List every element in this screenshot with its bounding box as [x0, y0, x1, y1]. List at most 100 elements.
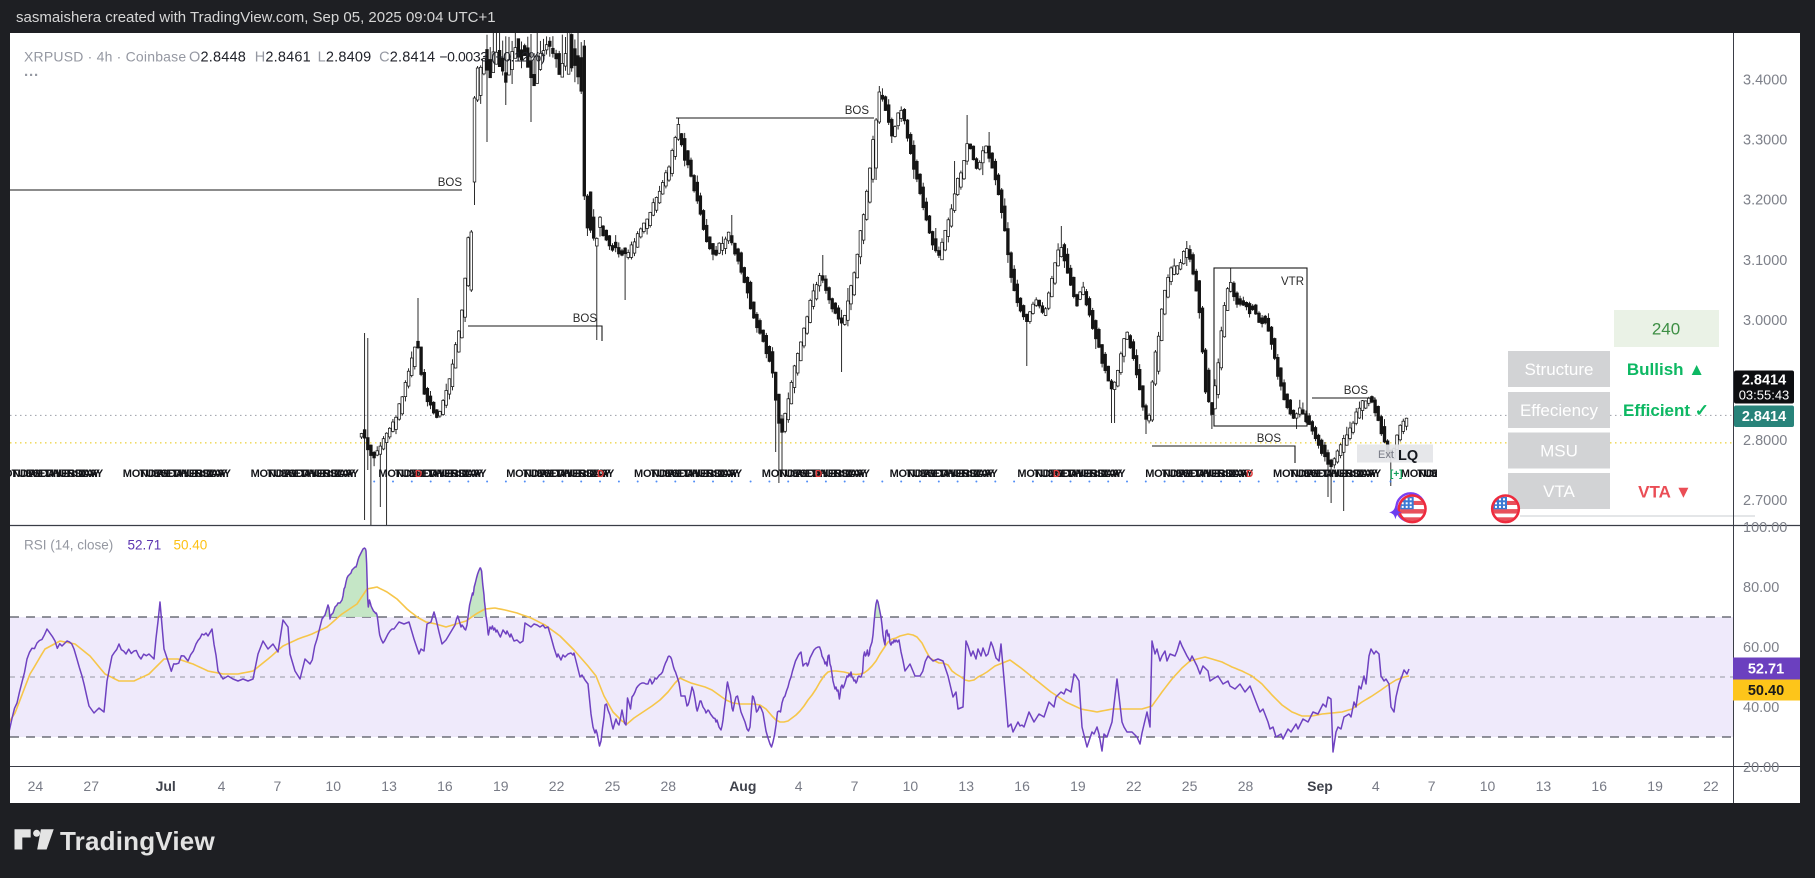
svg-text:FRIDAY: FRIDAY [189, 468, 229, 480]
svg-text:19: 19 [1070, 778, 1086, 794]
svg-text:22: 22 [1126, 778, 1142, 794]
svg-text:7: 7 [851, 778, 859, 794]
svg-text:28: 28 [661, 778, 677, 794]
svg-text:WEDNESDAY: WEDNESDAY [1050, 468, 1120, 480]
svg-text:TUESDAY: TUESDAY [1034, 468, 1085, 480]
svg-text:THURSDAY: THURSDAY [1450, 468, 1509, 480]
svg-text:[+]: [+] [1390, 469, 1403, 480]
svg-text:WEDNESDAY: WEDNESDAY [1434, 468, 1504, 480]
svg-text:16: 16 [1591, 778, 1607, 794]
svg-text:FRIDAY: FRIDAY [572, 468, 612, 480]
svg-text:50.40: 50.40 [1748, 683, 1784, 699]
svg-text:TUESDAY: TUESDAY [1417, 468, 1468, 480]
svg-text:TUESDAY: TUESDAY [139, 468, 190, 480]
svg-text:4: 4 [795, 778, 803, 794]
svg-text:VTA: VTA [1543, 482, 1575, 501]
svg-text:3.4000: 3.4000 [1743, 73, 1787, 89]
svg-text:10: 10 [1480, 778, 1496, 794]
svg-text:2.8000: 2.8000 [1743, 433, 1787, 449]
svg-text:24: 24 [28, 778, 44, 794]
svg-text:FRIDAY: FRIDAY [956, 468, 996, 480]
svg-text:Structure: Structure [1525, 360, 1594, 379]
svg-text:WEDNESDAY: WEDNESDAY [156, 468, 226, 480]
svg-text:LQ: LQ [1398, 448, 1418, 464]
svg-text:WEDNESDAY: WEDNESDAY [28, 468, 98, 480]
svg-text:WEDNESDAY: WEDNESDAY [1178, 468, 1248, 480]
svg-text:THURSDAY: THURSDAY [811, 468, 870, 480]
svg-text:D: D [597, 469, 604, 480]
svg-text:THURSDAY: THURSDAY [939, 468, 998, 480]
svg-text:TUESDAY: TUESDAY [12, 468, 63, 480]
svg-text:2.8414: 2.8414 [1742, 373, 1786, 389]
svg-text:THURSDAY: THURSDAY [45, 468, 104, 480]
svg-text:27: 27 [83, 778, 99, 794]
svg-text:MONDAY: MONDAY [762, 468, 810, 480]
svg-text:THURSDAY: THURSDAY [428, 468, 487, 480]
svg-text:WEDNESDAY: WEDNESDAY [923, 468, 993, 480]
svg-text:FRIDAY: FRIDAY [1083, 468, 1123, 480]
svg-text:25: 25 [1182, 778, 1198, 794]
svg-text:16: 16 [437, 778, 453, 794]
svg-text:THURSDAY: THURSDAY [172, 468, 231, 480]
svg-text:TUESDAY: TUESDAY [523, 468, 574, 480]
svg-text:19: 19 [1647, 778, 1663, 794]
svg-text:MONDAY: MONDAY [378, 468, 426, 480]
svg-text:MONDAY: MONDAY [1401, 468, 1449, 480]
svg-text:THURSDAY: THURSDAY [556, 468, 615, 480]
svg-text:4: 4 [1372, 778, 1380, 794]
svg-text:MONDAY: MONDAY [251, 468, 299, 480]
svg-text:3.2000: 3.2000 [1743, 193, 1787, 209]
svg-text:FRIDAY: FRIDAY [828, 468, 868, 480]
svg-text:240: 240 [1652, 320, 1680, 339]
svg-text:Efficient ✓: Efficient ✓ [1623, 401, 1709, 420]
svg-text:MONDAY: MONDAY [10, 468, 43, 480]
svg-text:60.00: 60.00 [1743, 640, 1779, 656]
svg-text:2.7000: 2.7000 [1743, 493, 1787, 509]
svg-text:VTR: VTR [1281, 276, 1304, 288]
svg-text:52.71: 52.71 [1748, 662, 1784, 678]
svg-text:WEDNESDAY: WEDNESDAY [1306, 468, 1376, 480]
svg-text:MONDAY: MONDAY [1145, 468, 1193, 480]
svg-text:MONDAY: MONDAY [1273, 468, 1321, 480]
svg-text:THURSDAY: THURSDAY [1067, 468, 1126, 480]
svg-text:VTA ▼: VTA ▼ [1638, 483, 1692, 502]
svg-text:13: 13 [381, 778, 397, 794]
svg-text:100.00: 100.00 [1743, 520, 1787, 536]
svg-text:WEDNESDAY: WEDNESDAY [795, 468, 865, 480]
svg-text:Bullish ▲: Bullish ▲ [1627, 360, 1705, 379]
svg-text:80.00: 80.00 [1743, 580, 1779, 596]
svg-text:TUESDAY: TUESDAY [1162, 468, 1213, 480]
svg-text:MONDAY: MONDAY [890, 468, 938, 480]
svg-text:BOS: BOS [438, 177, 463, 189]
svg-text:TUESDAY: TUESDAY [1290, 468, 1341, 480]
svg-text:7: 7 [1428, 778, 1436, 794]
svg-text:FRIDAY: FRIDAY [700, 468, 740, 480]
svg-text:BOS: BOS [573, 313, 598, 325]
svg-text:3.3000: 3.3000 [1743, 133, 1787, 149]
svg-text:FRIDAY: FRIDAY [317, 468, 357, 480]
svg-text:25: 25 [605, 778, 621, 794]
svg-text:···: ··· [24, 67, 39, 84]
svg-text:Aug: Aug [729, 778, 756, 794]
svg-text:D: D [415, 469, 422, 480]
svg-text:7: 7 [274, 778, 282, 794]
svg-text:TUESDAY: TUESDAY [395, 468, 446, 480]
svg-text:WEDNESDAY: WEDNESDAY [667, 468, 737, 480]
svg-text:Effeciency: Effeciency [1520, 401, 1599, 420]
svg-text:FRIDAY: FRIDAY [444, 468, 484, 480]
svg-text:16: 16 [1014, 778, 1030, 794]
svg-text:Jul: Jul [156, 778, 176, 794]
svg-text:13: 13 [1536, 778, 1552, 794]
svg-text:D: D [815, 469, 822, 480]
svg-text:D: D [1246, 469, 1253, 480]
svg-text:FRIDAY: FRIDAY [1339, 468, 1379, 480]
svg-text:THURSDAY: THURSDAY [300, 468, 359, 480]
svg-text:FRIDAY: FRIDAY [61, 468, 101, 480]
svg-text:10: 10 [903, 778, 919, 794]
svg-text:22: 22 [1703, 778, 1719, 794]
svg-text:THURSDAY: THURSDAY [1195, 468, 1254, 480]
svg-text:BOS: BOS [1344, 385, 1369, 397]
svg-text:D: D [1053, 469, 1060, 480]
svg-text:10: 10 [325, 778, 341, 794]
